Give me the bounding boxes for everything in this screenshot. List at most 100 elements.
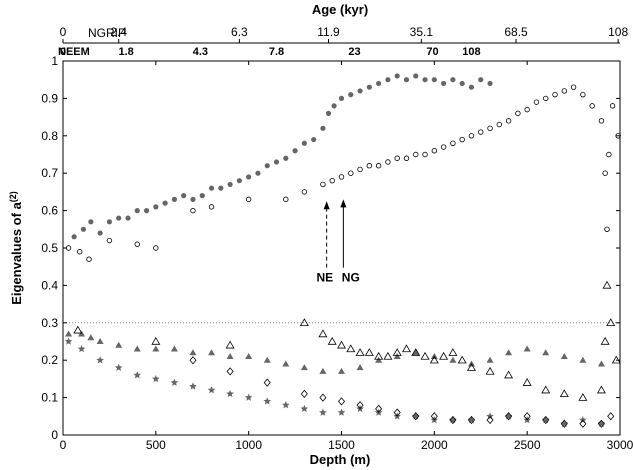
data-point-filled-circle [80,226,87,232]
data-point-open-circle [301,189,308,195]
data-point-filled-triangle [282,360,290,367]
data-point-open-circle [245,196,252,203]
data-point-open-triangle [299,318,309,326]
y-tick-label: 0.3 [41,316,58,330]
data-point-star [64,337,73,345]
data-point-open-circle [496,121,503,128]
annotation-arrowhead [340,199,347,208]
data-point-filled-circle [338,95,345,101]
data-point-open-triangle [337,340,346,349]
data-point-filled-circle [190,196,196,202]
ngrip-tick-label: 2.4 [110,25,127,39]
data-point-open-circle [413,151,419,158]
ngrip-tick-label: 68.5 [504,25,528,39]
data-point-open-circle [440,144,447,150]
data-point-filled-circle [320,125,326,131]
top-axis-title: Age (kyr) [312,2,368,17]
data-point-filled-circle [273,159,280,165]
ngrip-tick-label: 108 [608,25,628,39]
series-open-triangle [73,280,621,401]
data-point-open-circle [431,148,438,154]
data-point-filled-triangle [505,349,513,356]
data-point-filled-circle [366,84,372,90]
y-tick-label: 0.7 [41,166,58,180]
y-tick-label: 0.5 [41,241,58,255]
data-point-open-triangle [364,348,374,356]
data-point-open-diamond [319,393,327,402]
data-point-open-circle [77,249,83,255]
neem-axis-name: NEEM [58,46,90,58]
data-point-filled-triangle [319,367,327,374]
data-point-open-triangle [73,325,83,334]
data-point-open-circle [366,163,373,169]
data-point-open-circle [524,106,530,113]
data-point-filled-triangle [189,349,197,356]
ngrip-tick-label: 11.9 [317,25,340,39]
data-point-filled-circle [199,193,205,199]
data-point-open-triangle [457,355,467,364]
data-point-open-triangle [429,355,439,364]
data-point-filled-triangle [597,360,605,367]
data-point-open-circle [505,118,512,124]
data-point-filled-circle [134,208,140,214]
data-point-filled-triangle [87,334,95,341]
data-point-filled-circle [331,103,337,109]
data-point-open-circle [533,99,540,105]
data-point-filled-circle [171,196,177,202]
data-point-open-circle [338,174,345,180]
data-point-filled-circle [246,174,252,180]
data-point-filled-triangle [78,330,86,337]
data-point-filled-triangle [412,349,420,356]
plot-frame [62,60,621,436]
data-point-filled-triangle [375,356,383,363]
data-point-open-diamond [486,415,494,425]
data-point-filled-circle [357,88,363,94]
data-point-filled-triangle [338,367,345,374]
data-point-open-triangle [355,348,365,356]
data-point-open-circle [589,103,595,109]
data-point-open-triangle [411,348,421,356]
data-point-open-triangle [383,351,393,360]
data-point-open-circle [422,151,428,158]
y-tick-label: 0.1 [41,391,58,405]
data-point-open-triangle [318,329,328,338]
data-point-filled-circle [153,204,159,210]
x-tick-label: 1000 [235,438,262,452]
data-point-star [152,374,160,383]
data-point-star [170,378,179,386]
y-axis-title: Eigenvalues of a(2) [8,191,24,305]
data-point-open-circle [543,95,549,102]
data-point-open-diamond [523,412,531,421]
data-point-star [189,382,197,390]
data-point-star [114,363,123,371]
data-point-open-circle [459,136,465,143]
data-point-filled-circle [292,148,298,154]
data-point-open-circle [153,245,159,251]
ngrip-tick-label: 6.3 [231,25,248,39]
ngrip-axis-name: NGRIP [88,26,126,40]
data-point-open-circle [570,84,577,90]
neem-tick-label: 70 [426,46,438,58]
data-point-open-circle [190,207,196,214]
data-point-open-circle [86,256,92,262]
data-point-open-diamond [226,367,234,376]
data-point-filled-circle [376,80,382,87]
data-point-star [244,393,253,401]
data-point-open-diamond [412,412,420,421]
data-point-open-circle [487,125,493,132]
y-tick-label: 0.4 [41,278,58,292]
data-point-filled-triangle [115,341,123,348]
data-point-open-triangle [151,336,161,345]
series-star [64,337,606,428]
data-point-open-circle [208,204,215,210]
data-point-open-triangle [448,348,458,356]
data-point-filled-circle [88,219,94,225]
neem-tick-label: 108 [462,46,480,58]
series-filled-circle [71,73,493,240]
data-point-open-circle [515,110,521,117]
data-point-open-circle [329,177,335,184]
data-point-filled-triangle [263,356,271,363]
data-point-star [133,371,142,379]
series-open-circle [65,84,621,262]
data-point-filled-triangle [245,352,253,359]
